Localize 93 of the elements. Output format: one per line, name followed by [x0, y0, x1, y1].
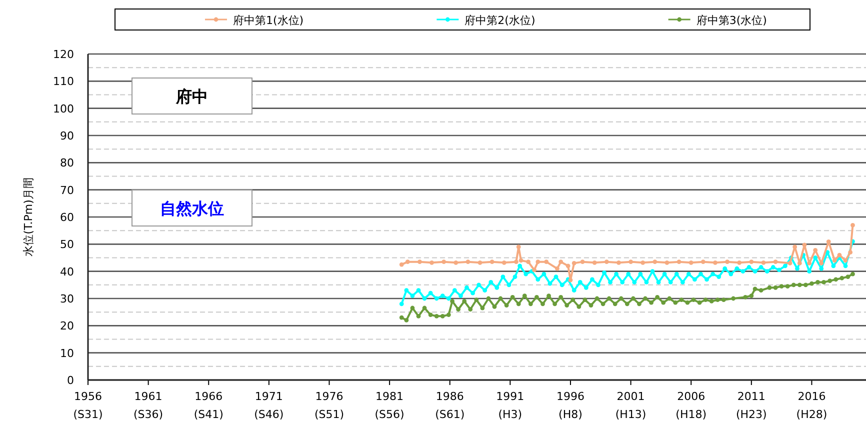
point: [532, 268, 536, 272]
text: (H8): [558, 408, 582, 421]
point: [725, 260, 730, 264]
point: [536, 260, 540, 264]
y-tick-label: 40: [60, 265, 74, 278]
point: [628, 260, 633, 264]
picture-label-box: 府中: [132, 78, 252, 114]
text: (S31): [73, 408, 103, 421]
point: [558, 260, 564, 264]
annotation: 自然水位: [160, 199, 224, 218]
point: [490, 260, 494, 264]
point: [848, 250, 853, 255]
point: [502, 260, 506, 265]
x-tick-label: 2011: [737, 390, 766, 403]
text: (H3): [498, 408, 522, 421]
y-tick-label: 110: [53, 75, 74, 88]
point: [832, 258, 837, 263]
point: [430, 260, 434, 265]
y-tick-label: 20: [60, 320, 74, 333]
text: (S51): [314, 408, 344, 421]
point: [850, 222, 855, 228]
text: (H28): [796, 408, 828, 421]
x-tick-label: 1991: [496, 390, 524, 403]
point: [652, 260, 658, 264]
y-tick-label: 120: [53, 48, 74, 61]
point: [837, 252, 842, 258]
text: (H13): [615, 408, 646, 421]
point: [843, 258, 848, 263]
point: [749, 260, 754, 264]
point: [592, 260, 597, 265]
legend-label: 府中第3(水位): [696, 14, 767, 27]
text: (S36): [134, 408, 164, 421]
y-tick-label: 10: [60, 346, 74, 360]
text: (S46): [254, 408, 284, 421]
y-tick-label: 100: [53, 102, 74, 116]
text: (S41): [194, 408, 224, 421]
point: [580, 260, 585, 264]
point: [454, 260, 458, 265]
x-tick-label: 2016: [798, 390, 826, 403]
text: (S61): [435, 408, 465, 421]
text: (H18): [676, 408, 707, 421]
point: [826, 240, 831, 244]
y-tick-label: 50: [60, 238, 74, 252]
point: [418, 260, 422, 264]
point: [526, 260, 530, 264]
point: [761, 260, 766, 265]
point: [518, 258, 524, 263]
point: [640, 260, 646, 265]
y-tick-label: 0: [67, 374, 74, 387]
x-tick-label: 1961: [134, 390, 162, 403]
point: [514, 260, 518, 264]
x-tick-label: 2001: [616, 390, 645, 403]
point: [604, 260, 609, 264]
point: [568, 278, 573, 282]
legend-label: 府中第1(水位): [233, 14, 304, 27]
point: [478, 260, 482, 265]
y-tick-label: 30: [60, 292, 74, 306]
point: [700, 260, 706, 264]
text: (H23): [736, 408, 767, 421]
point: [572, 260, 576, 266]
x-tick-label: 1966: [194, 390, 223, 403]
annotation: 府中: [175, 87, 208, 106]
x-tick-label: 1956: [74, 390, 102, 403]
y-tick-label: 80: [60, 156, 74, 170]
y-axis-title: 水位(T.Pm)月間: [22, 178, 35, 256]
point: [773, 260, 778, 264]
point: [737, 260, 742, 265]
picture-label-box: 自然水位: [132, 190, 252, 226]
point: [688, 260, 694, 265]
x-tick-label: 1996: [556, 390, 584, 403]
x-tick-label: 1986: [436, 390, 464, 403]
point: [713, 260, 718, 265]
point: [616, 260, 621, 265]
y-tick-label: 70: [60, 184, 74, 197]
x-tick-label: 1971: [254, 390, 283, 403]
y-tick-label: 60: [60, 211, 74, 224]
point: [442, 260, 446, 264]
text: (S56): [374, 408, 404, 421]
point: [566, 264, 570, 268]
legend-label: 府中第2(水位): [464, 14, 536, 27]
point: [544, 260, 549, 264]
x-tick-label: 1976: [315, 390, 344, 403]
x-tick-label: 1981: [376, 390, 404, 403]
point: [399, 262, 404, 267]
point: [466, 260, 470, 264]
y-tick-label: 90: [60, 130, 74, 142]
point: [555, 266, 560, 271]
point: [788, 260, 792, 266]
point: [405, 260, 410, 264]
x-tick-label: 2006: [677, 390, 706, 403]
point: [676, 260, 682, 264]
point: [516, 244, 521, 250]
point: [664, 260, 670, 265]
